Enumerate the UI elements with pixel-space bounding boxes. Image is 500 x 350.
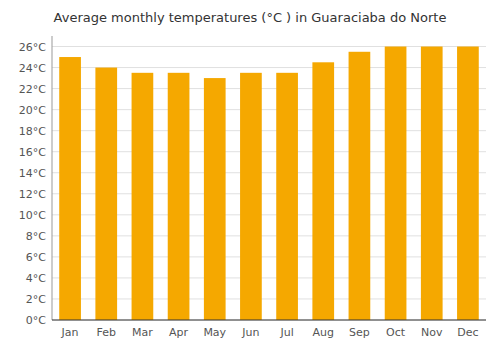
bar <box>385 47 407 320</box>
y-grid <box>52 47 486 320</box>
x-tick-label: Nov <box>421 326 443 339</box>
x-tick-label: Oct <box>386 326 406 339</box>
bar <box>421 47 443 320</box>
x-tick-label: Apr <box>169 326 189 339</box>
y-tick-label: 22°C <box>19 83 46 96</box>
bar <box>132 73 154 320</box>
bars <box>59 47 479 320</box>
bar <box>349 52 371 320</box>
bar <box>204 78 226 320</box>
y-tick-label: 16°C <box>19 146 46 159</box>
y-tick-label: 14°C <box>19 167 46 180</box>
bar <box>59 57 81 320</box>
chart: Average monthly temperatures (°C ) in Gu… <box>0 0 500 350</box>
bar <box>240 73 262 320</box>
x-tick-label: Sep <box>349 326 370 339</box>
bar <box>457 47 479 320</box>
y-tick-label: 18°C <box>19 125 46 138</box>
x-tick-label: Jun <box>241 326 259 339</box>
y-tick-label: 24°C <box>19 62 46 75</box>
x-tick-label: Aug <box>313 326 334 339</box>
bar <box>276 73 298 320</box>
y-tick-label: 2°C <box>26 293 46 306</box>
y-tick-label: 6°C <box>26 251 46 264</box>
y-tick-label: 8°C <box>26 230 46 243</box>
y-tick-label: 20°C <box>19 104 46 117</box>
y-tick-label: 0°C <box>26 314 46 327</box>
bar <box>312 62 334 320</box>
y-tick-label: 4°C <box>26 272 46 285</box>
y-tick-label: 12°C <box>19 188 46 201</box>
x-tick-label: Jul <box>279 326 293 339</box>
bar <box>168 73 190 320</box>
x-tick-label: Jan <box>61 326 79 339</box>
x-axis-line <box>52 320 486 321</box>
x-tick-label: May <box>203 326 226 339</box>
y-axis-line <box>52 36 53 320</box>
y-tick-label: 26°C <box>19 41 46 54</box>
bar <box>95 68 117 320</box>
y-tick-label: 10°C <box>19 209 46 222</box>
grid-line <box>52 320 486 321</box>
x-tick-label: Mar <box>132 326 153 339</box>
title: Average monthly temperatures (°C ) in Gu… <box>54 10 447 25</box>
x-tick-label: Dec <box>457 326 478 339</box>
x-tick-label: Feb <box>97 326 116 339</box>
